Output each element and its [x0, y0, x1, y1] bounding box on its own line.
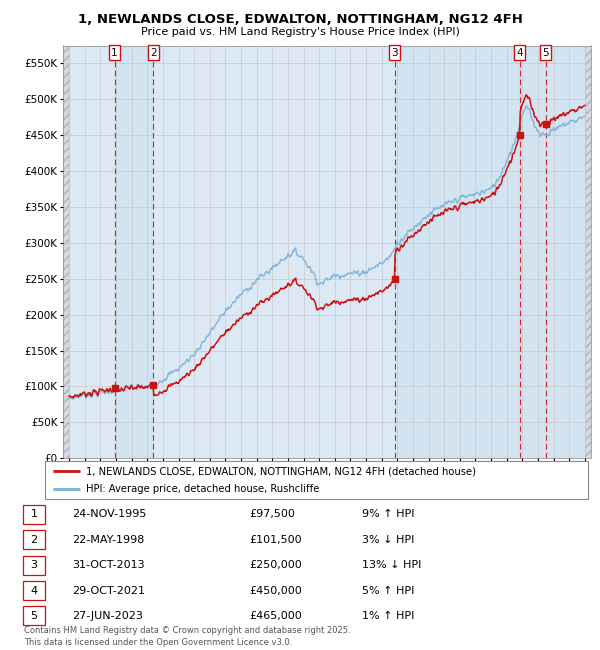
- Text: 3: 3: [31, 560, 38, 570]
- Text: 3% ↓ HPI: 3% ↓ HPI: [362, 535, 415, 545]
- Text: £465,000: £465,000: [250, 611, 302, 621]
- Text: 5% ↑ HPI: 5% ↑ HPI: [362, 586, 415, 595]
- Bar: [520, 46, 545, 458]
- Text: £101,500: £101,500: [250, 535, 302, 545]
- FancyBboxPatch shape: [23, 505, 45, 524]
- Bar: [115, 46, 154, 458]
- Text: £250,000: £250,000: [250, 560, 302, 570]
- FancyBboxPatch shape: [23, 606, 45, 625]
- FancyBboxPatch shape: [45, 461, 588, 499]
- Text: 24-NOV-1995: 24-NOV-1995: [72, 510, 146, 519]
- Text: 1% ↑ HPI: 1% ↑ HPI: [362, 611, 415, 621]
- Text: 4: 4: [31, 586, 38, 595]
- Bar: [585, 46, 591, 458]
- Bar: [395, 46, 520, 458]
- Text: 5: 5: [542, 47, 549, 58]
- Text: 2: 2: [31, 535, 38, 545]
- Text: HPI: Average price, detached house, Rushcliffe: HPI: Average price, detached house, Rush…: [86, 484, 319, 494]
- Text: Price paid vs. HM Land Registry's House Price Index (HPI): Price paid vs. HM Land Registry's House …: [140, 27, 460, 37]
- Text: 1, NEWLANDS CLOSE, EDWALTON, NOTTINGHAM, NG12 4FH (detached house): 1, NEWLANDS CLOSE, EDWALTON, NOTTINGHAM,…: [86, 467, 476, 476]
- Bar: [545, 46, 591, 458]
- FancyBboxPatch shape: [23, 556, 45, 575]
- Text: 1: 1: [111, 47, 118, 58]
- Text: £97,500: £97,500: [250, 510, 295, 519]
- Text: 1, NEWLANDS CLOSE, EDWALTON, NOTTINGHAM, NG12 4FH: 1, NEWLANDS CLOSE, EDWALTON, NOTTINGHAM,…: [77, 13, 523, 26]
- Text: Contains HM Land Registry data © Crown copyright and database right 2025.
This d: Contains HM Land Registry data © Crown c…: [24, 626, 350, 647]
- Text: 2: 2: [150, 47, 157, 58]
- Text: 27-JUN-2023: 27-JUN-2023: [72, 611, 143, 621]
- FancyBboxPatch shape: [23, 530, 45, 549]
- Text: 3: 3: [391, 47, 398, 58]
- Bar: [63, 46, 69, 458]
- Text: 4: 4: [516, 47, 523, 58]
- Text: 29-OCT-2021: 29-OCT-2021: [72, 586, 145, 595]
- Text: 1: 1: [31, 510, 38, 519]
- Text: 31-OCT-2013: 31-OCT-2013: [72, 560, 145, 570]
- Text: 9% ↑ HPI: 9% ↑ HPI: [362, 510, 415, 519]
- Text: 22-MAY-1998: 22-MAY-1998: [72, 535, 145, 545]
- Text: £450,000: £450,000: [250, 586, 302, 595]
- FancyBboxPatch shape: [23, 581, 45, 600]
- Text: 13% ↓ HPI: 13% ↓ HPI: [362, 560, 422, 570]
- Text: 5: 5: [31, 611, 38, 621]
